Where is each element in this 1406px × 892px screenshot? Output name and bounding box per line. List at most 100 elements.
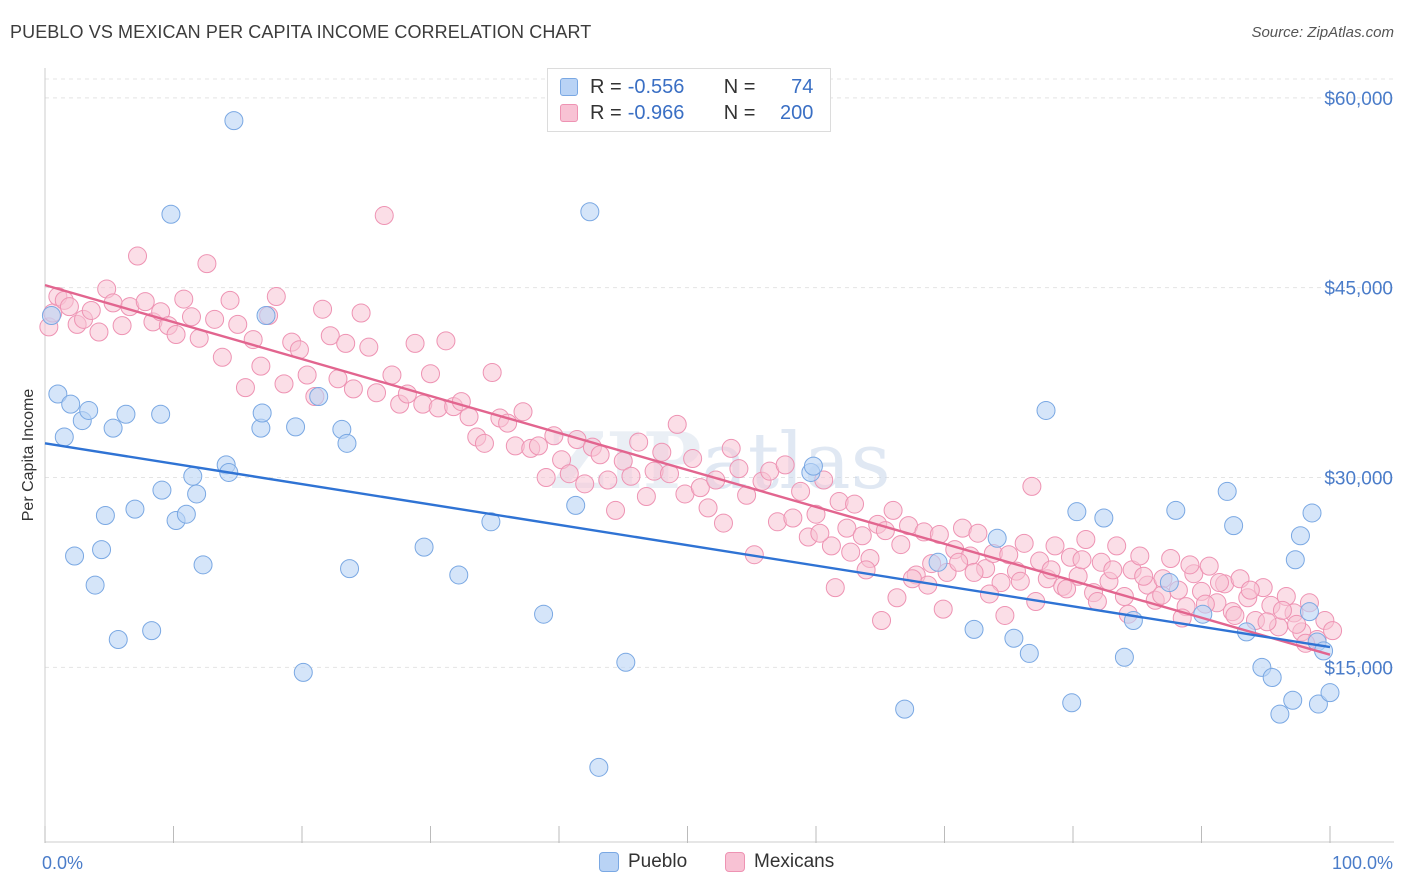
pueblo-point bbox=[161, 204, 181, 224]
pueblo-point bbox=[151, 404, 171, 424]
mexicans-point bbox=[845, 494, 865, 514]
pueblo-point bbox=[224, 111, 244, 131]
pueblo-point bbox=[481, 512, 501, 532]
mexicans-point bbox=[59, 297, 79, 317]
mexicans-point bbox=[274, 374, 294, 394]
mexicans-point bbox=[1272, 600, 1292, 620]
pueblo-point bbox=[85, 575, 105, 595]
mexicans-point bbox=[852, 526, 872, 546]
mexicans-point bbox=[359, 337, 379, 357]
mexicans-point bbox=[667, 414, 687, 434]
pueblo-point bbox=[1290, 526, 1310, 546]
pueblo-point bbox=[895, 699, 915, 719]
axes bbox=[44, 68, 1394, 843]
mexicans-point bbox=[825, 578, 845, 598]
y-tick-label: $15,000 bbox=[1324, 658, 1393, 679]
mexicans-point bbox=[135, 292, 155, 312]
mexicans-point bbox=[1103, 560, 1123, 580]
mexicans-point bbox=[690, 478, 710, 498]
mexicans-point bbox=[266, 287, 286, 307]
pueblo-point bbox=[1067, 502, 1087, 522]
legend-r-label: R = bbox=[590, 75, 622, 98]
legend-item-mexicans[interactable]: Mexicans bbox=[725, 851, 834, 873]
mexicans-swatch bbox=[560, 104, 578, 122]
mexicans-trend-line bbox=[44, 283, 1331, 656]
legend-r-value: -0.966 bbox=[627, 101, 685, 124]
mexicans-point bbox=[791, 481, 811, 501]
legend-n-value: 74 bbox=[791, 75, 814, 98]
pueblo-point bbox=[337, 433, 357, 453]
mexicans-point bbox=[405, 333, 425, 353]
mexicans-point bbox=[1180, 555, 1200, 575]
mexicans-point bbox=[575, 474, 595, 494]
pueblo-point bbox=[1283, 690, 1303, 710]
pueblo-point bbox=[1036, 400, 1056, 420]
pueblo-point bbox=[928, 552, 948, 572]
pueblo-point bbox=[286, 417, 306, 437]
pueblo-point bbox=[964, 619, 984, 639]
mexicans-point bbox=[991, 573, 1011, 593]
mexicans-point bbox=[343, 379, 363, 399]
mexicans-point bbox=[351, 303, 371, 323]
pueblo-point bbox=[1224, 516, 1244, 536]
mexicans-point bbox=[1225, 605, 1245, 625]
mexicans-point bbox=[1287, 614, 1307, 634]
pueblo-point bbox=[61, 394, 81, 414]
mexicans-point bbox=[783, 508, 803, 528]
mexicans-point bbox=[1240, 580, 1260, 600]
mexicans-point bbox=[1010, 571, 1030, 591]
pueblo-point bbox=[65, 546, 85, 566]
correlation-legend: R = -0.556 N = 74 R = -0.966 N = 200 bbox=[547, 68, 831, 132]
x-tick-label: 100.0% bbox=[1332, 853, 1393, 873]
mexicans-point bbox=[459, 407, 479, 427]
pueblo-point bbox=[1308, 694, 1328, 714]
pueblo-point bbox=[414, 537, 434, 557]
pueblo-point bbox=[1166, 500, 1186, 520]
pueblo-point bbox=[41, 306, 61, 326]
x-tick-labels: 0.0% 100.0% bbox=[42, 853, 1393, 873]
pueblo-point bbox=[1062, 693, 1082, 713]
mexicans-point bbox=[636, 486, 656, 506]
mexicans-point bbox=[1014, 533, 1034, 553]
mexicans-point bbox=[367, 383, 387, 403]
pueblo-point bbox=[125, 499, 145, 519]
mexicans-point bbox=[629, 432, 649, 452]
mexicans-point bbox=[1022, 476, 1042, 496]
mexicans-point bbox=[235, 378, 255, 398]
mexicans-point bbox=[474, 433, 494, 453]
mexicans-point bbox=[995, 605, 1015, 625]
pueblo-point bbox=[1285, 550, 1305, 570]
pueblo-point bbox=[108, 630, 128, 650]
mexicans-point bbox=[328, 369, 348, 389]
mexicans-point bbox=[810, 523, 830, 543]
y-tick-label: $30,000 bbox=[1324, 469, 1393, 490]
mexicans-points bbox=[39, 206, 1343, 653]
mexicans-point bbox=[382, 365, 402, 385]
mexicans-point bbox=[1087, 592, 1107, 612]
mexicans-point bbox=[841, 542, 861, 562]
pueblo-point bbox=[116, 404, 136, 424]
legend-r-label: R = bbox=[590, 101, 622, 124]
mexicans-point bbox=[212, 347, 232, 367]
legend-row-pueblo: R = -0.556 N = 74 bbox=[560, 75, 813, 99]
pueblo-point bbox=[534, 604, 554, 624]
legend-item-pueblo[interactable]: Pueblo bbox=[599, 851, 687, 873]
pueblo-point bbox=[1217, 481, 1237, 501]
pueblo-point bbox=[1094, 508, 1114, 528]
mexicans-point bbox=[374, 206, 394, 226]
y-tick-labels: $15,000 $30,000 $45,000 $60,000 bbox=[1324, 89, 1393, 680]
mexicans-point bbox=[320, 326, 340, 346]
mexicans-point bbox=[174, 289, 194, 309]
mexicans-point bbox=[964, 562, 984, 582]
legend-n-label: N = bbox=[723, 75, 756, 98]
mexicans-point bbox=[1209, 573, 1229, 593]
pueblo-point bbox=[48, 384, 68, 404]
pueblo-point bbox=[152, 480, 172, 500]
mexicans-point bbox=[228, 314, 248, 334]
mexicans-point bbox=[683, 449, 703, 469]
mexicans-point bbox=[598, 470, 618, 490]
legend-n-value: 200 bbox=[780, 101, 814, 124]
y-tick-label: $45,000 bbox=[1324, 279, 1393, 300]
mexicans-point bbox=[933, 599, 953, 619]
pueblo-point bbox=[1019, 643, 1039, 663]
